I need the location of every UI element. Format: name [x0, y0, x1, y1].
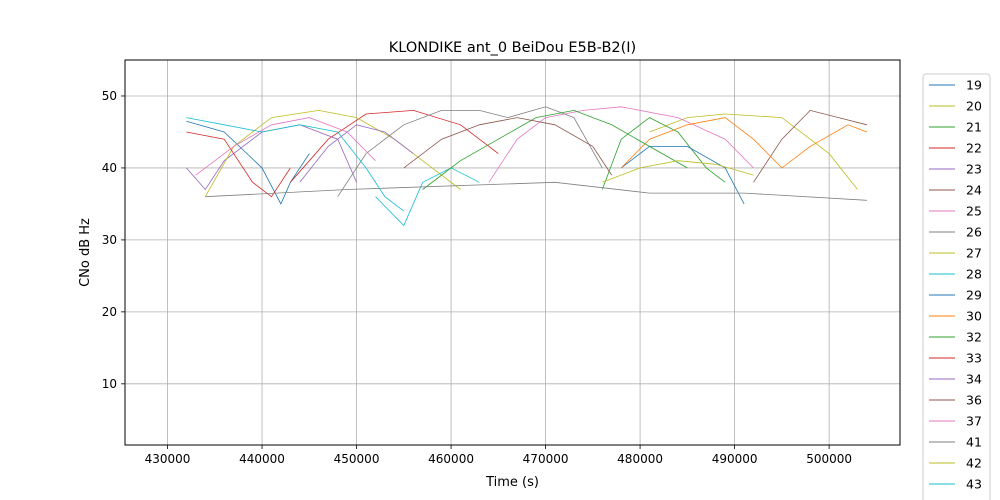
x-tick-label: 470000: [523, 452, 569, 466]
legend-label-29: 29: [966, 288, 982, 303]
series-line-37: [195, 117, 376, 176]
y-tick-label: 10: [102, 377, 117, 391]
legend-label-41: 41: [966, 435, 982, 450]
series-line-25: [488, 106, 754, 183]
legend: 19 20 21 22 23 24 25 26 27 28 29 30 32 33 34 36 37 41 42 43: [922, 73, 991, 500]
series-line-34: [299, 124, 414, 183]
legend-label-19: 19: [966, 78, 982, 93]
y-axis: 10 20 30 40 50: [102, 89, 125, 391]
series-line-28: [375, 167, 480, 227]
series-lines: [186, 106, 868, 227]
legend-label-27: 27: [966, 246, 982, 261]
legend-label-30: 30: [966, 309, 982, 324]
x-tick-label: 490000: [712, 452, 758, 466]
series-line-21: [601, 117, 726, 190]
x-tick-label: 430000: [145, 452, 191, 466]
legend-label-26: 26: [966, 225, 982, 240]
plot-frame: [124, 59, 901, 446]
x-tick-label: 480000: [617, 452, 663, 466]
chart-title: KLONDIKE ant_0 BeiDou E5B-B2(I): [389, 40, 636, 56]
series-line-29: [620, 145, 745, 205]
legend-label-36: 36: [966, 393, 982, 408]
series-line-36: [403, 117, 613, 176]
series-line-20: [649, 113, 858, 190]
series-line-32: [422, 109, 688, 190]
x-axis: 430000 440000 450000 460000 470000 480000 4900…: [145, 445, 852, 466]
series-line-27: [204, 109, 461, 197]
y-tick-label: 40: [102, 161, 117, 175]
legend-label-37: 37: [966, 414, 982, 429]
legend-label-43: 43: [966, 477, 982, 492]
legend-label-34: 34: [966, 372, 982, 387]
legend-label-42: 42: [966, 456, 982, 471]
x-tick-label: 500000: [806, 452, 852, 466]
series-line-19: [186, 120, 310, 205]
series-line-30: [620, 117, 868, 169]
series-line-42: [602, 160, 754, 183]
legend-label-20: 20: [966, 99, 982, 114]
x-axis-label: Time (s): [485, 475, 539, 490]
y-tick-label: 20: [102, 305, 117, 319]
legend-label-23: 23: [966, 162, 982, 177]
y-tick-label: 30: [102, 233, 117, 247]
legend-label-25: 25: [966, 204, 982, 219]
x-tick-label: 440000: [239, 452, 285, 466]
x-tick-label: 460000: [428, 452, 474, 466]
legend-label-24: 24: [966, 183, 982, 198]
legend-label-28: 28: [966, 267, 982, 282]
y-axis-label: CNo dB Hz: [78, 218, 93, 287]
grid-lines: [125, 60, 900, 445]
legend-label-32: 32: [966, 330, 982, 345]
series-line-33: [186, 131, 291, 198]
series-line-26: [337, 106, 603, 197]
series-line-41: [205, 181, 867, 201]
legend-label-33: 33: [966, 351, 982, 366]
legend-label-21: 21: [966, 120, 982, 135]
y-tick-label: 50: [102, 89, 117, 103]
x-tick-label: 450000: [334, 452, 380, 466]
series-line-24: [753, 109, 867, 183]
legend-label-22: 22: [966, 141, 982, 156]
series-line-43: [186, 117, 405, 212]
legend-entries: 19 20 21 22 23 24 25 26 27 28 29 30 32 33 34 36 37 41 42 43: [929, 78, 982, 492]
legend-box: [922, 73, 991, 500]
